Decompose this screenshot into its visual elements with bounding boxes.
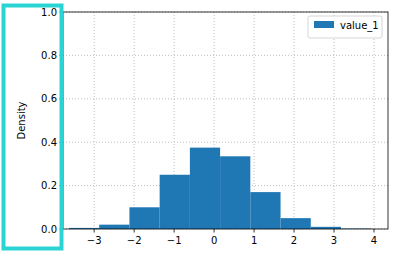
ticks: −3 −2 −1 0 1 2 3 4 0.0 0.2 0.4 0.6 0.8 1.0 [41, 7, 377, 247]
histogram-bar [190, 148, 220, 229]
legend-box [308, 16, 382, 38]
x-tick [94, 229, 95, 233]
grid [63, 12, 388, 229]
x-grid-line [134, 12, 135, 229]
highlight-box [4, 6, 62, 249]
y-grid-line [63, 142, 388, 143]
y-tick-label: 0.0 [41, 224, 57, 235]
x-tick-label: 0 [211, 235, 217, 246]
background [0, 0, 402, 268]
y-grid-line [63, 55, 388, 56]
legend-swatch [314, 21, 334, 28]
histogram-bar [281, 218, 311, 229]
y-tick-label: 0.2 [41, 180, 57, 191]
x-grid-line [374, 12, 375, 229]
histogram-bar [220, 156, 250, 229]
y-tick-label: 0.6 [41, 93, 57, 104]
histogram-bar [129, 207, 159, 229]
x-tick-label: 3 [331, 235, 337, 246]
x-tick [294, 229, 295, 233]
bars [69, 148, 371, 229]
x-grid-line [294, 12, 295, 229]
chart: −3 −2 −1 0 1 2 3 4 0.0 0.2 0.4 0.6 0.8 1.0 Density valu… [0, 0, 402, 268]
legend-label: value_1 [340, 20, 379, 32]
x-tick-label: 2 [291, 235, 297, 246]
legend: value_1 [308, 16, 382, 38]
y-tick-label: 0.4 [41, 137, 57, 148]
plot-frame [63, 12, 388, 229]
histogram-bar [99, 225, 129, 229]
x-tick [214, 229, 215, 233]
x-tick [134, 229, 135, 233]
x-tick [334, 229, 335, 233]
y-grid-line [63, 98, 388, 99]
x-tick-label: 1 [251, 235, 257, 246]
x-tick-label: −1 [167, 235, 182, 246]
x-tick-label: −3 [87, 235, 102, 246]
y-axis-label: Density [16, 101, 27, 139]
histogram-bar [160, 175, 190, 229]
y-tick-label: 0.8 [41, 50, 57, 61]
x-tick [174, 229, 175, 233]
x-tick-label: −2 [127, 235, 142, 246]
histogram-bar [250, 192, 280, 229]
x-tick [254, 229, 255, 233]
x-grid-line [334, 12, 335, 229]
x-grid-line [94, 12, 95, 229]
y-tick-label: 1.0 [41, 7, 57, 18]
x-tick [374, 229, 375, 233]
x-tick-label: 4 [371, 235, 377, 246]
